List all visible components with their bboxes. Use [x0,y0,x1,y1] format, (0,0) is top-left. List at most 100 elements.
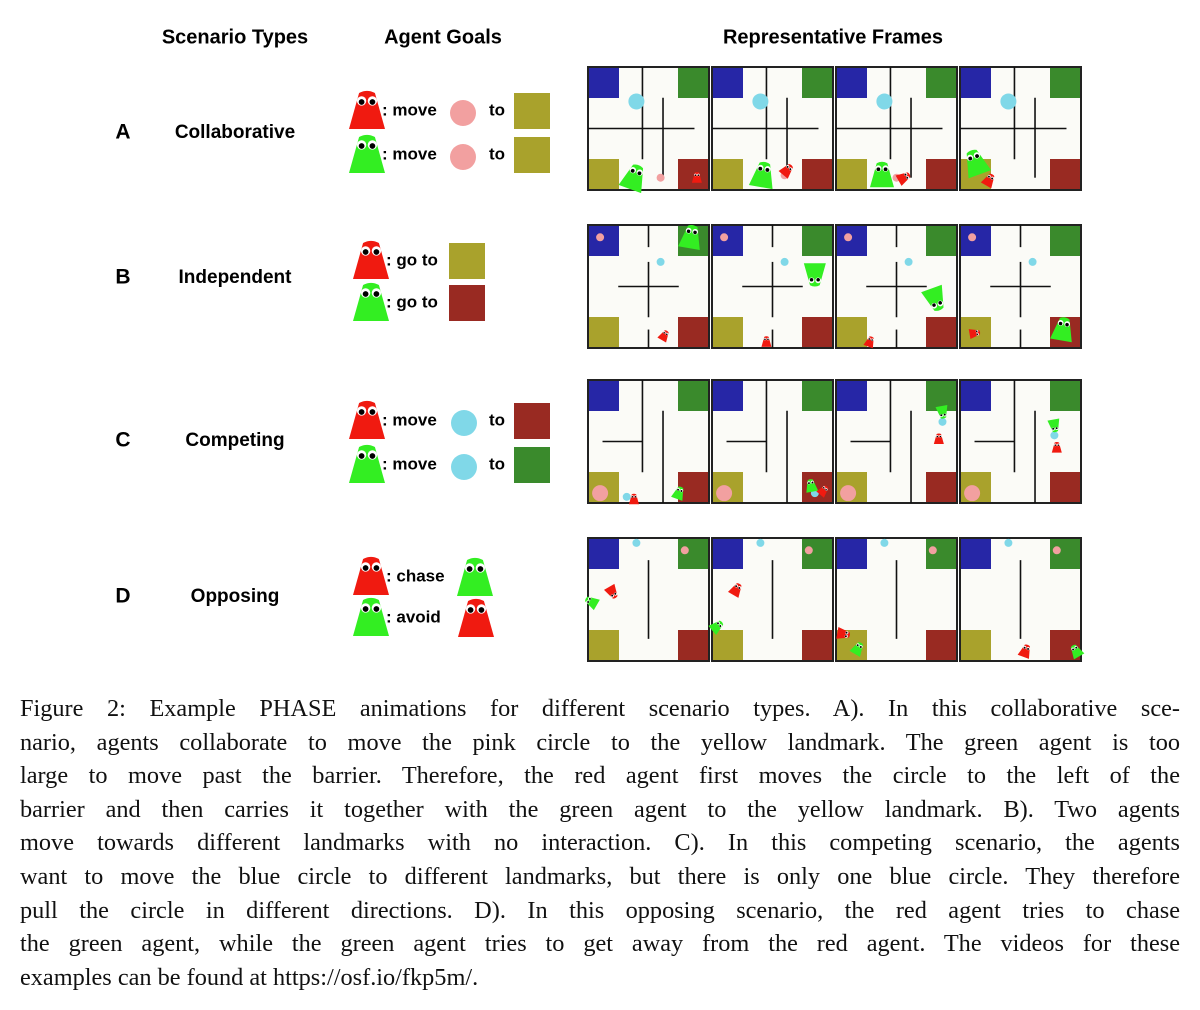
object-circle [756,538,765,547]
agent-pupil [976,333,979,336]
agent-pupil [932,303,936,307]
goal-landmark [449,243,485,279]
agent-pupil [373,606,380,612]
agent-pupil [362,565,369,571]
object-circle [656,257,665,266]
agent-pupil [786,165,789,168]
agent-icon [353,282,389,321]
row-letter: D [115,585,130,608]
agent-pupil [844,635,847,638]
agent-pupil [1023,646,1026,649]
frame-agent [585,596,600,611]
agent-pupil [807,482,810,485]
agent-body [1070,644,1085,660]
object-circle [968,233,977,242]
caption-line: Figure 2: Example PHASE animations for d… [20,695,1180,722]
row-letter: C [115,429,130,452]
agent-pupil [1072,648,1075,651]
agent-pupil [362,291,369,297]
landmark [926,630,956,660]
landmark [1050,472,1080,502]
landmark [837,226,867,256]
object-circle [780,257,789,266]
goal-to: to [489,454,505,473]
agent-pupil [1057,444,1060,446]
landmark [678,159,708,189]
agent-pupil [975,330,978,333]
agent-pupil [991,177,994,180]
landmark [1050,381,1080,411]
agent-pupil [358,143,365,149]
agent-pupil [587,601,590,603]
frame [959,66,1082,191]
agent-pupil [369,409,376,415]
goal-object [450,144,476,170]
agent-body [349,90,385,129]
agent-icon [353,556,389,595]
agent-pupil [883,167,888,172]
landmark [589,317,619,347]
landmark [678,472,708,502]
scenario-type: Competing [185,430,284,451]
landmark [926,539,956,569]
landmark [961,68,991,98]
frame [711,224,834,349]
agent-icon [353,597,389,636]
frame-agent [628,493,639,505]
landmark [926,68,956,98]
agent-pupil [767,338,769,341]
object-circle [840,485,857,502]
agent-pupil [358,453,365,459]
agent-body [778,164,793,179]
landmark [802,472,832,502]
landmark [961,630,991,660]
agent-pupil [816,277,820,282]
agent-body [349,134,385,173]
agent-pupil [938,301,942,305]
agent-body [353,282,389,321]
agent-pupil [373,249,380,255]
goal-to: to [489,100,505,119]
frame-agent [966,149,992,179]
agent-icon [458,598,494,637]
agent-icon [349,134,385,173]
agent-body [353,597,389,636]
caption-line: want to move the blue circle to differen… [20,862,1180,890]
object-circle [596,233,605,242]
agent-pupil [588,597,591,600]
frame-agent [921,284,944,311]
object-circle [880,538,889,547]
caption-line: move towards different landmarks with no… [20,829,1180,857]
landmark [802,381,832,411]
agent-pupil [693,230,697,235]
row-letter: A [115,121,130,144]
agent-pupil [822,487,825,489]
object-circle [1028,257,1037,266]
goal-object [451,454,477,480]
landmark [589,226,619,256]
landmark [713,381,743,411]
agent-body [585,596,600,611]
agent-icon [349,444,385,483]
frame-agent [836,626,850,639]
frame-agent [933,433,944,445]
agent-body [980,173,995,189]
goal-verb: : move [382,144,437,163]
object-circle [876,93,893,110]
agent-pupil [904,173,907,176]
caption: Figure 2: Example PHASE animations for d… [20,692,1180,994]
agent-pupil [943,413,946,416]
landmark [926,472,956,502]
agent-pupil [611,594,614,597]
agent-pupil [369,143,376,149]
landmark [802,159,832,189]
landmark [926,317,956,347]
landmark [678,68,708,98]
object-circle [716,485,733,502]
scenario-type: Collaborative [175,122,295,143]
object-circle [656,173,665,182]
frame-agent [1047,418,1060,433]
agent-pupil [789,168,792,171]
goal-verb: : move [382,100,437,119]
